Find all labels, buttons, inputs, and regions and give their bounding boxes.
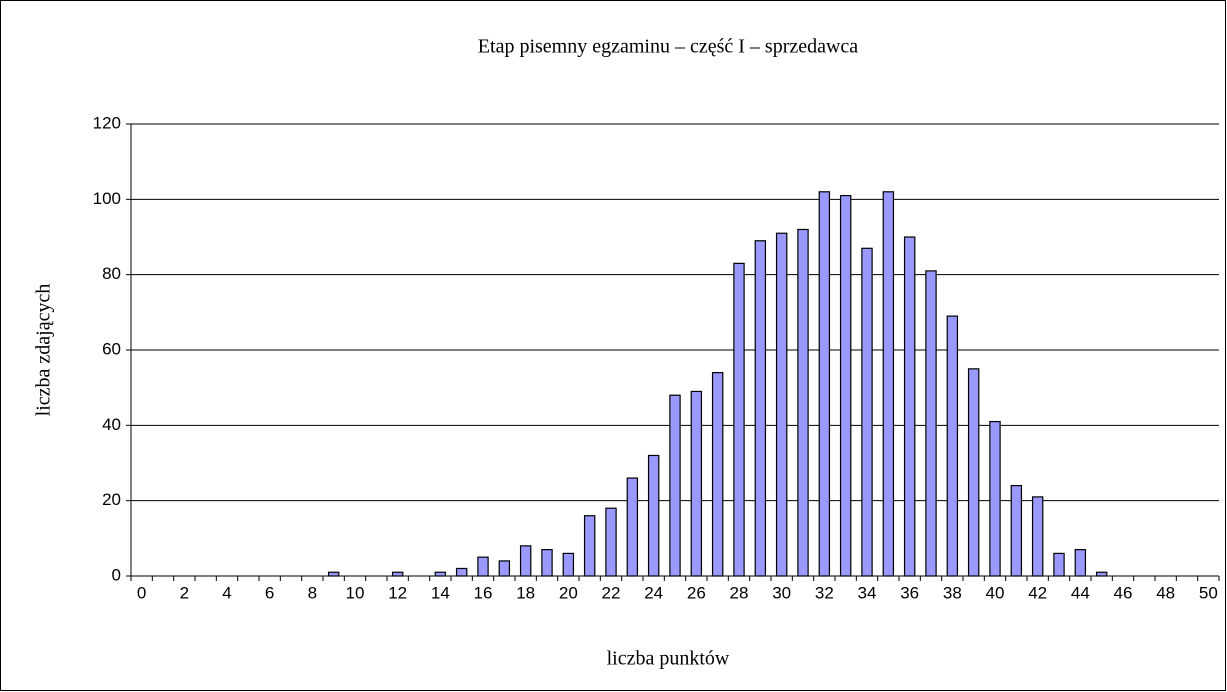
bar <box>839 194 852 577</box>
bar <box>989 420 1001 577</box>
bar <box>1010 485 1023 577</box>
chart-title: Etap pisemny egzaminu – część I – sprzed… <box>478 36 859 58</box>
y-tick-label: 0 <box>112 565 121 584</box>
x-tick-label: 12 <box>388 583 407 602</box>
x-tick-label: 6 <box>265 583 274 602</box>
x-tick-label: 50 <box>1199 583 1218 602</box>
y-tick-label: 80 <box>102 264 121 283</box>
x-tick-label: 24 <box>644 583 663 602</box>
x-tick-label: 38 <box>943 583 962 602</box>
x-tick-label: 44 <box>1071 583 1090 602</box>
x-tick-label: 4 <box>222 583 231 602</box>
bar <box>967 368 980 577</box>
bar <box>605 507 617 577</box>
y-tick-label: 60 <box>102 339 121 358</box>
bar <box>733 262 745 577</box>
bar <box>754 240 767 577</box>
bar <box>1074 549 1087 577</box>
bar <box>1031 496 1044 577</box>
x-tick-label: 42 <box>1028 583 1047 602</box>
x-tick-label: 2 <box>180 583 189 602</box>
bar <box>925 270 937 577</box>
x-axis-label: liczba punktów <box>607 648 730 670</box>
bar <box>1095 571 1108 577</box>
x-tick-label: 28 <box>730 583 749 602</box>
bar <box>690 390 703 577</box>
x-tick-label: 20 <box>559 583 578 602</box>
x-tick-label: 14 <box>431 583 450 602</box>
bar <box>626 477 639 577</box>
y-tick-label: 120 <box>93 113 121 132</box>
x-tick-label: 40 <box>986 583 1005 602</box>
bar <box>861 247 873 577</box>
bar <box>434 571 447 577</box>
x-tick-label: 34 <box>858 583 877 602</box>
bar <box>583 515 596 577</box>
bar <box>903 236 916 577</box>
x-tick-label: 10 <box>346 583 365 602</box>
bar <box>391 571 404 577</box>
bar <box>818 191 831 577</box>
bar <box>775 232 788 577</box>
y-tick-label: 100 <box>93 189 121 208</box>
bar <box>669 394 681 577</box>
x-tick-label: 32 <box>815 583 834 602</box>
x-tick-label: 0 <box>137 583 146 602</box>
y-tick-label: 40 <box>102 415 121 434</box>
x-tick-label: 48 <box>1156 583 1175 602</box>
x-tick-label: 46 <box>1114 583 1133 602</box>
bar <box>519 545 532 577</box>
x-tick-label: 18 <box>516 583 535 602</box>
bar <box>541 549 553 577</box>
y-tick-label: 20 <box>102 490 121 509</box>
x-tick-label: 16 <box>474 583 493 602</box>
bar <box>498 560 511 577</box>
bar <box>1053 552 1065 577</box>
bar <box>455 567 468 577</box>
bar <box>477 556 489 577</box>
bar <box>562 552 575 577</box>
bar <box>711 372 724 577</box>
x-tick-label: 26 <box>687 583 706 602</box>
bar <box>647 454 660 577</box>
x-tick-label: 22 <box>602 583 621 602</box>
x-tick-label: 30 <box>772 583 791 602</box>
bar <box>882 191 895 577</box>
bar <box>327 571 340 577</box>
bar <box>797 228 809 577</box>
x-tick-label: 36 <box>900 583 919 602</box>
y-axis-label: liczba zdających <box>33 284 55 417</box>
bar <box>946 315 959 577</box>
x-tick-label: 8 <box>308 583 317 602</box>
